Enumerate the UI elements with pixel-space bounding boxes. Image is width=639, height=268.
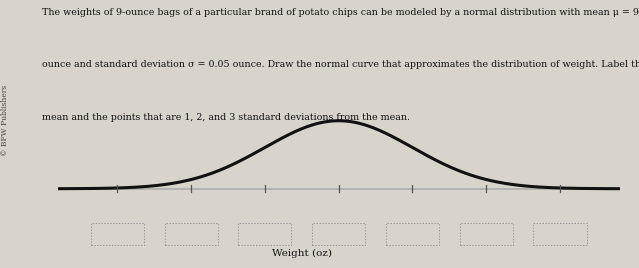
Text: © BFW Publishers: © BFW Publishers xyxy=(1,85,9,156)
Bar xyxy=(534,223,587,244)
Bar xyxy=(238,223,291,244)
Bar xyxy=(459,223,513,244)
Bar xyxy=(91,223,144,244)
Text: Weight (oz): Weight (oz) xyxy=(272,249,332,258)
Bar xyxy=(312,223,366,244)
Bar xyxy=(386,223,439,244)
Text: The weights of 9-ounce bags of a particular brand of potato chips can be modeled: The weights of 9-ounce bags of a particu… xyxy=(42,8,639,17)
Bar xyxy=(164,223,218,244)
Text: ounce and standard deviation σ = 0.05 ounce. Draw the normal curve that approxim: ounce and standard deviation σ = 0.05 ou… xyxy=(42,60,639,69)
Text: mean and the points that are 1, 2, and 3 standard deviations from the mean.: mean and the points that are 1, 2, and 3… xyxy=(42,113,410,122)
